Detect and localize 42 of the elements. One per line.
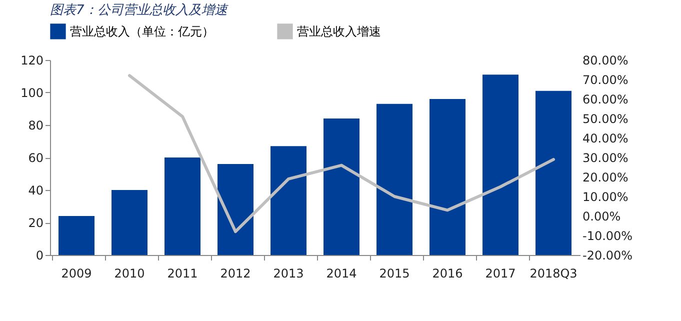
- x-tick-label: 2009: [61, 266, 92, 280]
- x-tick-label: 2013: [273, 266, 304, 280]
- bar: [482, 74, 518, 255]
- y2-tick-label: 40.00%: [582, 132, 628, 146]
- line-series: [128, 74, 555, 234]
- y2-tick-label: 20.00%: [582, 170, 628, 184]
- x-tick-label: 2018Q3: [530, 266, 578, 280]
- y2-tick-label: 30.00%: [582, 151, 628, 165]
- bar: [58, 216, 94, 255]
- bar: [164, 158, 200, 255]
- x-tick-label: 2017: [485, 266, 516, 280]
- bar: [430, 99, 466, 255]
- x-tick-label: 2010: [114, 266, 145, 280]
- x-tick-label: 2015: [379, 266, 410, 280]
- y-tick-label: 60: [28, 151, 44, 165]
- bar: [112, 190, 148, 255]
- bar: [324, 118, 360, 255]
- y2-tick-label: 60.00%: [582, 92, 628, 106]
- x-tick-label: 2014: [326, 266, 357, 280]
- y-tick-label: 120: [20, 54, 44, 68]
- x-tick-label: 2012: [220, 266, 251, 280]
- y-tick-label: 20: [28, 216, 44, 230]
- bar: [376, 104, 412, 255]
- y-tick-label: 40: [28, 184, 44, 198]
- y2-tick-label: 70.00%: [582, 73, 628, 87]
- bar: [270, 146, 306, 255]
- chart-title: 图表7：公司营业总收入及增速: [50, 3, 228, 18]
- y-tick-label: 80: [28, 118, 44, 132]
- y-tick-label: 100: [20, 86, 44, 100]
- legend-label: 营业总收入（单位：亿元）: [70, 24, 214, 38]
- y2-tick-label: 50.00%: [582, 112, 628, 126]
- y2-tick-label: 80.00%: [582, 54, 628, 68]
- y2-tick-label: -20.00%: [582, 248, 633, 262]
- bar: [218, 164, 254, 255]
- legend-label: 营业总收入增速: [297, 24, 381, 38]
- bar: [536, 90, 572, 255]
- y2-tick-label: 10.00%: [582, 190, 628, 204]
- x-tick-label: 2011: [167, 266, 198, 280]
- y2-tick-label: -10.00%: [582, 229, 633, 243]
- x-tick-label: 2016: [432, 266, 463, 280]
- y-tick-label: 0: [36, 248, 44, 262]
- y2-tick-label: 0.00%: [582, 210, 621, 224]
